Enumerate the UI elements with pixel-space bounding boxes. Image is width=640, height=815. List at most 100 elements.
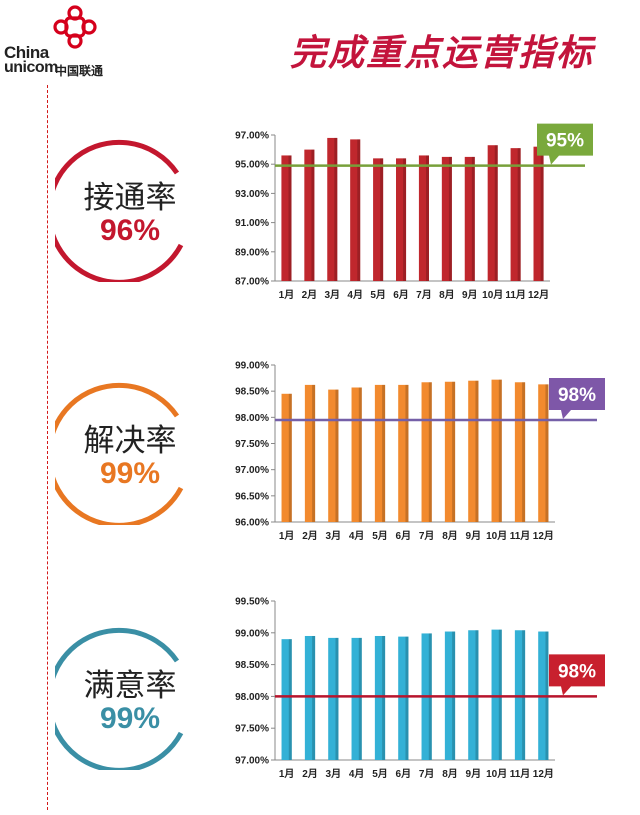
- y-tick-label: 96.00%: [235, 518, 269, 529]
- bar: [281, 639, 292, 760]
- target-label: 98%: [558, 385, 596, 406]
- x-tick-label: 9月: [466, 530, 482, 542]
- target-callout: [537, 123, 593, 165]
- x-tick-label: 6月: [396, 530, 412, 542]
- kpi-label: 接通率: [83, 180, 177, 216]
- y-tick-label: 98.50%: [235, 660, 269, 671]
- bar: [328, 389, 339, 522]
- bar: [468, 630, 479, 760]
- x-tick-label: 12月: [533, 530, 554, 542]
- x-tick-label: 10月: [486, 530, 507, 542]
- brand-name-unicom: unicom: [4, 59, 58, 76]
- target-label: 95%: [546, 131, 584, 152]
- kpi-label: 解决率: [83, 423, 177, 459]
- y-tick-label: 99.00%: [235, 628, 269, 639]
- target-callout: [549, 654, 605, 696]
- bar: [398, 636, 409, 760]
- x-tick-label: 11月: [510, 768, 531, 780]
- kpi-resolve-rate: 解决率 99%: [55, 365, 195, 525]
- bar-chart: 97.00% 97.50% 98.00% 98.50% 99.00% 99.50% 1月 2月…: [235, 597, 605, 780]
- kpi-connect-rate: 接通率 96%: [55, 122, 195, 282]
- bar: [464, 156, 475, 281]
- target-callout: [549, 377, 605, 419]
- x-tick-label: 6月: [393, 289, 409, 301]
- x-tick-label: 12月: [533, 768, 554, 780]
- bar: [487, 145, 498, 281]
- x-tick-label: 10月: [482, 289, 503, 301]
- x-tick-label: 3月: [326, 530, 342, 542]
- y-tick-label: 89.00%: [235, 247, 269, 258]
- kpi-value: 99%: [99, 457, 161, 490]
- bar: [351, 637, 362, 760]
- kpi-ring-arc: [55, 627, 184, 770]
- x-tick-label: 1月: [279, 768, 295, 780]
- y-tick-label: 96.50%: [235, 491, 269, 502]
- y-tick-label: 91.00%: [235, 218, 269, 229]
- unicom-knot-logo-icon: [53, 5, 97, 49]
- x-tick-label: 3月: [326, 768, 342, 780]
- y-tick-label: 99.00%: [235, 361, 269, 372]
- chart-resolve-rate: 96.00% 96.50% 97.00% 97.50% 98.00% 98.50% 99.0…: [215, 352, 625, 552]
- kpi-ring-arc: [55, 139, 184, 282]
- bar: [327, 137, 338, 281]
- x-tick-label: 7月: [419, 768, 435, 780]
- bar: [421, 382, 432, 522]
- bar: [374, 384, 386, 522]
- bar: [281, 155, 292, 281]
- x-tick-label: 4月: [349, 768, 365, 780]
- x-tick-label: 8月: [442, 530, 458, 542]
- y-tick-label: 93.00%: [235, 189, 269, 200]
- x-tick-label: 2月: [302, 768, 318, 780]
- y-tick-label: 99.50%: [235, 597, 269, 608]
- y-tick-label: 97.50%: [235, 724, 269, 735]
- bar: [304, 384, 316, 522]
- chart-connect-rate: 87.00% 89.00% 91.00% 93.00% 95.00% 97.00% 1月 2月…: [215, 118, 625, 313]
- x-tick-label: 8月: [439, 289, 455, 301]
- x-tick-label: 2月: [302, 289, 318, 301]
- kpi-label: 满意率: [83, 668, 177, 704]
- x-tick-label: 11月: [505, 289, 526, 301]
- x-tick-label: 2月: [302, 530, 318, 542]
- china-unicom-logo: China unicom 中国联通: [0, 0, 120, 80]
- x-tick-label: 7月: [416, 289, 432, 301]
- bar: [418, 155, 429, 281]
- x-tick-label: 10月: [486, 768, 507, 780]
- bar: [396, 158, 407, 281]
- bar-chart: 87.00% 89.00% 91.00% 93.00% 95.00% 97.00% 1月 2月…: [235, 123, 593, 301]
- x-tick-label: 1月: [279, 289, 295, 301]
- bar: [468, 380, 479, 522]
- x-tick-label: 1月: [279, 530, 295, 542]
- y-tick-label: 97.50%: [235, 439, 269, 450]
- y-tick-label: 98.50%: [235, 387, 269, 398]
- y-tick-label: 98.00%: [235, 692, 269, 703]
- kpi-value: 99%: [99, 702, 161, 735]
- bar: [374, 635, 386, 760]
- x-tick-label: 4月: [349, 530, 365, 542]
- bar: [491, 379, 502, 522]
- kpi-value: 96%: [99, 214, 161, 247]
- x-tick-label: 3月: [325, 289, 341, 301]
- x-tick-label: 5月: [370, 289, 386, 301]
- y-tick-label: 97.00%: [235, 756, 269, 767]
- bar: [444, 381, 456, 522]
- bar: [351, 387, 362, 522]
- y-tick-label: 97.00%: [235, 465, 269, 476]
- x-tick-label: 4月: [347, 289, 363, 301]
- brand-name-chinese: 中国联通: [55, 64, 104, 78]
- kpi-ring: [55, 139, 184, 282]
- kpi-ring-arc: [55, 382, 184, 525]
- page-title: 完成重点运营指标: [290, 33, 595, 74]
- dashed-divider: [47, 85, 48, 810]
- bar-chart: 96.00% 96.50% 97.00% 97.50% 98.00% 98.50% 99.0…: [235, 361, 605, 542]
- x-tick-label: 6月: [396, 768, 412, 780]
- bar: [328, 637, 339, 760]
- y-tick-label: 87.00%: [235, 277, 269, 288]
- bar: [514, 382, 526, 522]
- x-tick-label: 9月: [466, 768, 482, 780]
- kpi-ring: [55, 627, 184, 770]
- bar: [514, 630, 526, 760]
- x-tick-label: 11月: [510, 530, 531, 542]
- bar: [510, 148, 521, 281]
- x-tick-label: 5月: [372, 768, 388, 780]
- x-tick-label: 7月: [419, 530, 435, 542]
